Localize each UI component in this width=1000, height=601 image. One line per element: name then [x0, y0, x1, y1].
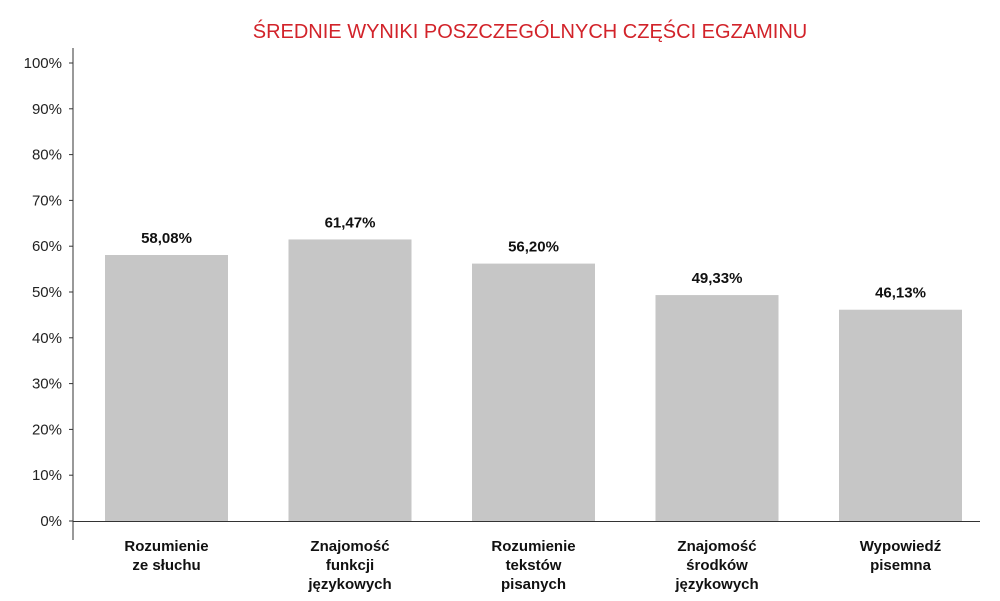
y-tick-label: 40%: [32, 330, 62, 347]
y-tick-label: 30%: [32, 376, 62, 393]
y-tick-label: 70%: [32, 192, 62, 209]
y-tick-label: 50%: [32, 284, 62, 301]
y-axis: 0% 10% 20% 30% 40% 50% 60% 70% 80% 90% 100%: [24, 48, 73, 540]
y-tick-label: 100%: [24, 55, 62, 72]
value-label: 61,47%: [325, 214, 376, 231]
y-tick-label: 0%: [40, 513, 62, 530]
y-tick-label: 80%: [32, 147, 62, 164]
value-label: 49,33%: [692, 270, 743, 287]
x-tick-label: Znajomość środków językowych: [674, 538, 758, 593]
bar: [105, 255, 228, 521]
chart-title: ŚREDNIE WYNIKI POSZCZEGÓLNYCH CZĘŚCI EGZ…: [253, 19, 808, 43]
bar: [472, 264, 595, 521]
bar: [289, 239, 412, 521]
y-tick-label: 60%: [32, 238, 62, 255]
y-tick-label: 10%: [32, 467, 62, 484]
bar: [656, 295, 779, 521]
value-label: 56,20%: [508, 239, 559, 256]
x-tick-label: Rozumienie ze słuchu: [124, 538, 208, 574]
y-tick-label: 20%: [32, 421, 62, 438]
x-tick-label: Rozumienie tekstów pisanych: [491, 538, 575, 593]
bars: [105, 239, 962, 521]
bar: [839, 310, 962, 521]
x-tick-label: Znajomość funkcji językowych: [307, 538, 391, 593]
value-label: 58,08%: [141, 230, 192, 247]
y-tick-label: 90%: [32, 101, 62, 118]
x-tick-label: Wypowiedź pisemna: [860, 538, 941, 574]
value-label: 46,13%: [875, 285, 926, 302]
x-axis-labels: Rozumienie ze słuchu Znajomość funkcji język…: [124, 538, 941, 593]
